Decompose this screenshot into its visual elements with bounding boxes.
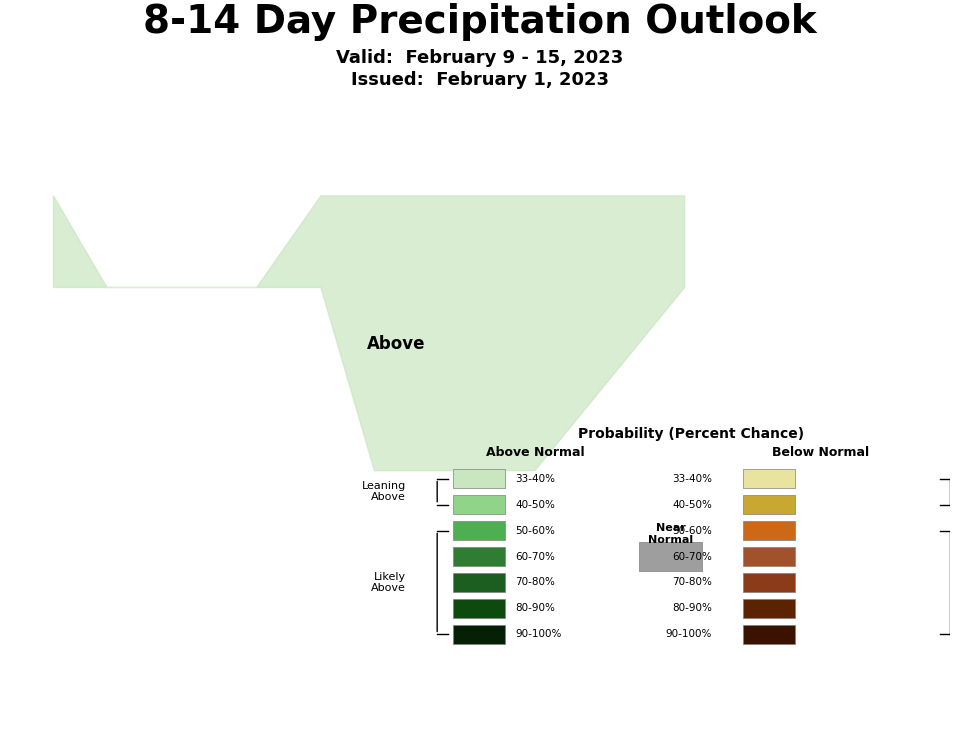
Polygon shape [54, 196, 684, 470]
Bar [453, 521, 505, 540]
Text: 33-40%: 33-40% [672, 473, 712, 484]
Bar [453, 469, 505, 488]
Text: 80-90%: 80-90% [672, 603, 712, 614]
Text: Likely
Above: Likely Above [372, 571, 406, 594]
Bar [743, 469, 795, 488]
Text: 50-60%: 50-60% [672, 525, 712, 536]
Text: 90-100%: 90-100% [515, 629, 562, 640]
Text: 90-100%: 90-100% [665, 629, 712, 640]
Bar [453, 573, 505, 592]
Text: 60-70%: 60-70% [672, 551, 712, 562]
Text: 33-40%: 33-40% [515, 473, 555, 484]
Bar [453, 548, 505, 565]
Text: 40-50%: 40-50% [515, 499, 555, 510]
Text: Above: Above [367, 335, 425, 352]
Text: 40-50%: 40-50% [672, 499, 712, 510]
Bar [453, 496, 505, 513]
Text: Below Normal: Below Normal [772, 446, 870, 459]
Bar [743, 600, 795, 617]
Text: Leaning
Above: Leaning Above [362, 481, 406, 502]
Bar [743, 625, 795, 643]
Bar [453, 625, 505, 643]
Bar [743, 548, 795, 565]
Text: 80-90%: 80-90% [515, 603, 555, 614]
Bar [639, 542, 702, 571]
Text: Near
Normal: Near Normal [648, 523, 693, 545]
Text: Probability (Percent Chance): Probability (Percent Chance) [578, 427, 804, 441]
Bar [743, 573, 795, 592]
Text: 60-70%: 60-70% [515, 551, 555, 562]
Text: Issued:  February 1, 2023: Issued: February 1, 2023 [351, 71, 609, 89]
Text: 8-14 Day Precipitation Outlook: 8-14 Day Precipitation Outlook [143, 3, 817, 42]
Text: 50-60%: 50-60% [515, 525, 555, 536]
Bar [743, 496, 795, 513]
Text: 70-80%: 70-80% [672, 577, 712, 588]
Text: 70-80%: 70-80% [515, 577, 555, 588]
Bar [743, 521, 795, 540]
Text: Valid:  February 9 - 15, 2023: Valid: February 9 - 15, 2023 [336, 49, 624, 67]
Bar [453, 600, 505, 617]
Text: Above Normal: Above Normal [487, 446, 585, 459]
